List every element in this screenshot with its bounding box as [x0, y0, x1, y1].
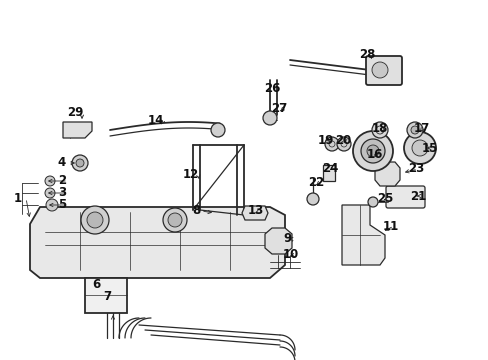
- Polygon shape: [374, 162, 399, 186]
- Text: 16: 16: [366, 148, 383, 162]
- Circle shape: [45, 176, 55, 186]
- Circle shape: [87, 212, 103, 228]
- Text: 10: 10: [282, 248, 299, 261]
- Circle shape: [403, 132, 435, 164]
- FancyBboxPatch shape: [385, 186, 424, 208]
- Text: 20: 20: [334, 134, 350, 147]
- Circle shape: [76, 159, 84, 167]
- Circle shape: [163, 208, 186, 232]
- Text: 11: 11: [382, 220, 398, 233]
- Circle shape: [306, 193, 318, 205]
- Circle shape: [410, 126, 418, 134]
- Circle shape: [325, 137, 338, 151]
- Circle shape: [360, 139, 384, 163]
- FancyBboxPatch shape: [365, 56, 401, 85]
- Text: 12: 12: [183, 167, 199, 180]
- Circle shape: [336, 137, 350, 151]
- Text: 21: 21: [409, 189, 425, 202]
- Text: 13: 13: [247, 204, 264, 217]
- Polygon shape: [264, 228, 291, 254]
- Text: 22: 22: [307, 176, 324, 189]
- Text: 19: 19: [317, 134, 333, 147]
- Circle shape: [366, 145, 378, 157]
- Circle shape: [263, 111, 276, 125]
- Polygon shape: [341, 205, 384, 265]
- Circle shape: [46, 199, 58, 211]
- Circle shape: [371, 62, 387, 78]
- Polygon shape: [63, 122, 92, 138]
- Circle shape: [411, 140, 427, 156]
- Text: 9: 9: [284, 233, 291, 246]
- Text: 5: 5: [58, 198, 66, 211]
- Text: 26: 26: [263, 82, 280, 95]
- Text: 18: 18: [371, 122, 387, 135]
- Text: 7: 7: [103, 289, 111, 302]
- Text: 28: 28: [358, 49, 374, 62]
- Circle shape: [371, 122, 387, 138]
- Text: 24: 24: [321, 162, 338, 175]
- Text: 1: 1: [14, 192, 22, 204]
- Text: 23: 23: [407, 162, 423, 175]
- Circle shape: [168, 213, 182, 227]
- Text: 8: 8: [191, 204, 200, 217]
- Text: 29: 29: [67, 107, 83, 120]
- Text: 25: 25: [376, 193, 392, 206]
- Circle shape: [352, 131, 392, 171]
- Polygon shape: [30, 207, 285, 278]
- Circle shape: [45, 188, 55, 198]
- Circle shape: [367, 197, 377, 207]
- Circle shape: [72, 155, 88, 171]
- Text: 14: 14: [147, 114, 164, 127]
- Circle shape: [81, 206, 109, 234]
- Polygon shape: [242, 206, 267, 220]
- Text: 6: 6: [92, 278, 100, 291]
- Circle shape: [210, 123, 224, 137]
- Text: 3: 3: [58, 186, 66, 199]
- Circle shape: [406, 122, 422, 138]
- Text: 2: 2: [58, 175, 66, 188]
- Bar: [323, 165, 334, 181]
- Text: 27: 27: [270, 103, 286, 116]
- Text: 17: 17: [413, 122, 429, 135]
- Text: 15: 15: [421, 141, 437, 154]
- Text: 4: 4: [58, 157, 66, 170]
- Bar: [85, 278, 127, 313]
